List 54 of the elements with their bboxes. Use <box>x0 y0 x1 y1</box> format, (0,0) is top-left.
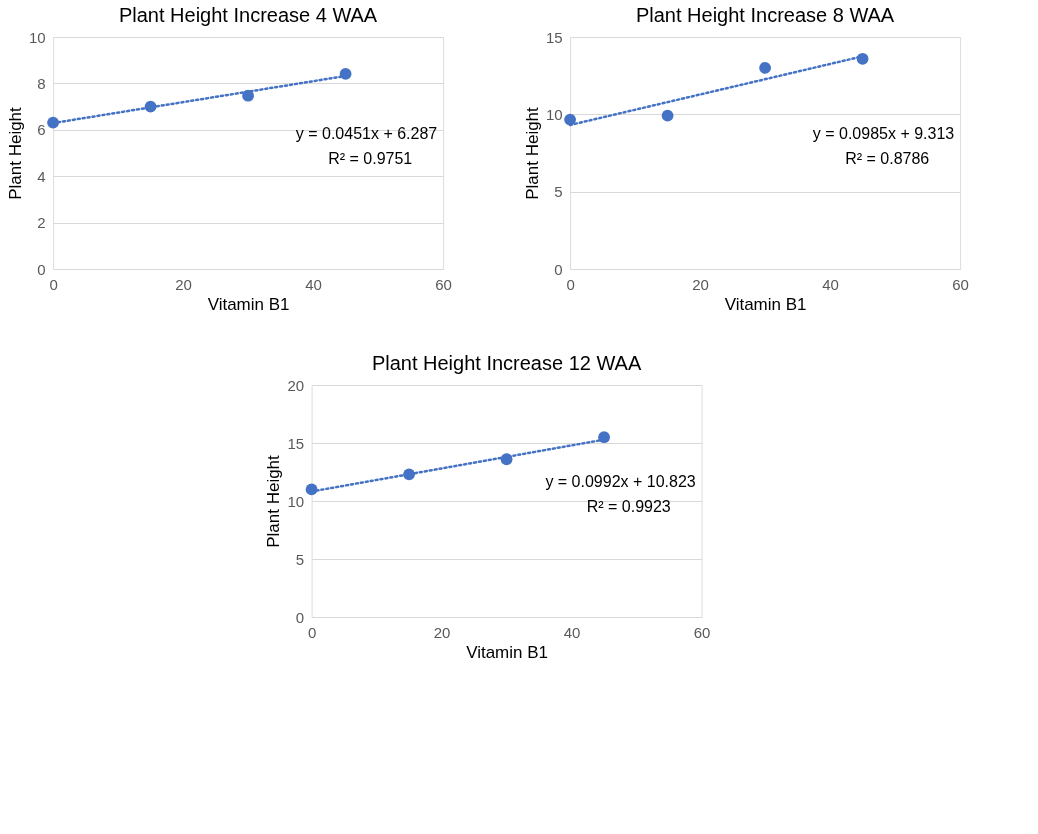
y-tick-label: 10 <box>545 105 563 123</box>
y-axis-title: Plant Height <box>5 106 25 200</box>
y-tick-label: 15 <box>287 434 305 452</box>
x-tick-label: 0 <box>566 275 575 293</box>
x-tick-label: 60 <box>952 275 969 293</box>
y-tick-label: 8 <box>37 74 46 92</box>
point <box>47 116 59 129</box>
y-tick-label: 10 <box>287 492 305 510</box>
annotation: R² = 0.9751 <box>328 150 413 168</box>
point <box>403 468 415 481</box>
y-tick-label: 5 <box>295 550 305 568</box>
y-tick-label: 15 <box>545 28 563 46</box>
x-tick-label: 20 <box>692 275 709 293</box>
point <box>598 431 610 444</box>
x-tick-label: 60 <box>693 623 711 641</box>
point <box>339 67 352 80</box>
annotation: R² = 0.9923 <box>586 498 671 516</box>
y-tick-label: 4 <box>37 167 46 185</box>
point <box>144 100 157 113</box>
y-tick-label: 10 <box>28 28 46 46</box>
y-axis-title: Plant Height <box>264 454 284 548</box>
x-tick-label: 40 <box>822 275 839 293</box>
x-tick-label: 0 <box>307 623 317 641</box>
x-tick-label: 40 <box>305 275 322 293</box>
x-axis-title: Vitamin B1 <box>466 642 549 662</box>
x-axis-title: Vitamin B1 <box>724 294 807 314</box>
y-tick-label: 0 <box>554 260 563 278</box>
point <box>759 62 771 74</box>
x-tick-label: 40 <box>563 623 581 641</box>
point <box>856 52 869 65</box>
x-axis-title: Vitamin B1 <box>207 294 290 314</box>
annotation: y = 0.0985x + 9.313 <box>812 125 955 143</box>
point <box>305 483 318 496</box>
annotation: R² = 0.8786 <box>845 150 930 168</box>
point <box>661 109 674 122</box>
annotation: y = 0.0451x + 6.287 <box>295 125 438 143</box>
chart-title: Plant Height Increase 12 WAA <box>371 352 642 374</box>
x-tick-label: 0 <box>49 275 58 293</box>
chart-title: Plant Height Increase 4 WAA <box>118 4 378 26</box>
x-tick-label: 20 <box>175 275 192 293</box>
y-tick-label: 20 <box>287 376 305 394</box>
y-tick-label: 0 <box>37 260 46 278</box>
y-tick-label: 2 <box>37 214 46 232</box>
x-tick-label: 60 <box>435 275 452 293</box>
annotation: y = 0.0992x + 10.823 <box>545 473 696 491</box>
chart-title: Plant Height Increase 8 WAA <box>635 4 895 26</box>
y-axis-title: Plant Height <box>522 106 542 200</box>
y-tick-label: 0 <box>295 608 305 626</box>
point <box>500 453 513 466</box>
point <box>564 113 576 126</box>
x-tick-label: 20 <box>433 623 451 641</box>
point <box>242 89 254 102</box>
y-tick-label: 5 <box>554 183 563 201</box>
y-tick-label: 6 <box>37 121 46 139</box>
